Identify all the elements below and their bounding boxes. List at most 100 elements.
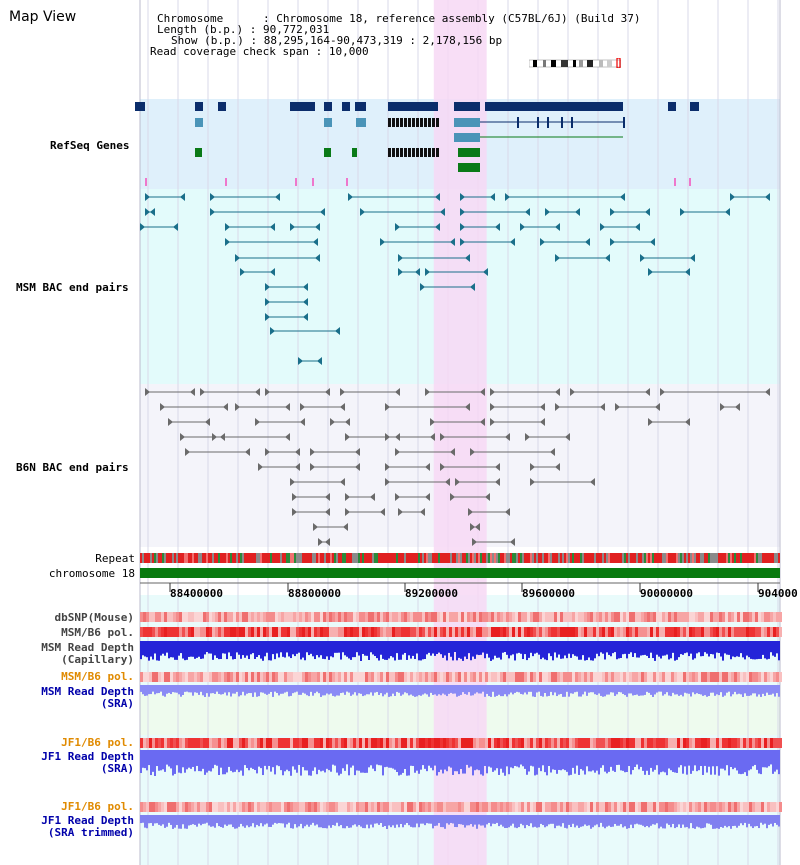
heat-cell	[350, 627, 353, 637]
heat-cell	[545, 672, 548, 682]
heat-cell	[593, 802, 596, 812]
read-depth-bar	[160, 641, 162, 656]
heat-cell	[278, 627, 281, 637]
read-depth-bar	[372, 641, 374, 655]
heat-cell	[344, 672, 347, 682]
b6n-bac-pair-end	[468, 508, 473, 516]
read-depth-bar	[332, 815, 334, 826]
heat-cell	[641, 672, 644, 682]
heat-cell	[224, 672, 227, 682]
read-depth-bar	[208, 815, 210, 826]
heat-cell	[695, 612, 698, 622]
track-label-msm-bac[interactable]: MSM BAC end pairs	[16, 281, 129, 294]
read-depth-bar	[210, 750, 212, 772]
read-depth-bar	[702, 815, 704, 829]
heat-cell	[374, 738, 377, 748]
read-depth-bar	[572, 685, 574, 694]
read-depth-bar	[726, 641, 728, 655]
read-depth-bar	[502, 815, 504, 827]
chromosome-ideogram[interactable]	[528, 53, 622, 69]
msm-bac-pair-end	[335, 327, 340, 335]
heat-cell	[500, 738, 503, 748]
read-depth-bar	[408, 750, 410, 776]
read-depth-bar	[596, 750, 598, 771]
heat-cell	[326, 738, 329, 748]
read-depth-bar	[502, 750, 504, 773]
read-depth-bar	[526, 641, 528, 661]
repeat-bar	[266, 553, 268, 563]
read-depth-bar	[328, 685, 330, 695]
repeat-bar	[322, 553, 324, 563]
repeat-bar	[630, 553, 632, 563]
heat-cell	[593, 627, 596, 637]
heat-cell	[266, 802, 269, 812]
read-depth-bar	[546, 641, 548, 661]
read-depth-bar	[150, 815, 152, 824]
read-depth-bar	[404, 685, 406, 693]
read-depth-bar	[644, 750, 646, 775]
read-depth-bar	[594, 815, 596, 826]
heat-cell	[449, 802, 452, 812]
heat-cell	[596, 612, 599, 622]
heat-cell	[242, 672, 245, 682]
heat-cell	[248, 612, 251, 622]
read-depth-bar	[622, 685, 624, 694]
repeat-bar	[240, 553, 242, 563]
heat-cell	[653, 627, 656, 637]
read-depth-bar	[744, 815, 746, 823]
read-depth-bar	[728, 750, 730, 776]
heat-cell	[176, 627, 179, 637]
refseq-gene	[135, 102, 145, 111]
read-depth-bar	[652, 815, 654, 825]
heat-cell	[623, 802, 626, 812]
track-label-b6n-bac[interactable]: B6N BAC end pairs	[16, 461, 129, 474]
heat-cell	[221, 627, 224, 637]
read-depth-bar	[158, 815, 160, 825]
read-depth-bar	[680, 815, 682, 828]
read-depth-bar	[698, 641, 700, 653]
read-depth-bar	[698, 685, 700, 694]
heat-cell	[719, 612, 722, 622]
read-depth-bar	[230, 641, 232, 657]
heat-cell	[212, 612, 215, 622]
heat-cell	[332, 627, 335, 637]
read-depth-bar	[550, 750, 552, 773]
read-depth-bar	[702, 685, 704, 696]
heat-cell	[656, 612, 659, 622]
repeat-bar	[262, 553, 264, 563]
read-depth-bar	[480, 685, 482, 694]
read-depth-bar	[262, 641, 264, 661]
heat-cell	[515, 802, 518, 812]
read-depth-bar	[298, 815, 300, 827]
heat-cell	[707, 738, 710, 748]
read-depth-bar	[324, 815, 326, 829]
read-depth-bar	[312, 685, 314, 696]
repeat-bar	[256, 553, 258, 563]
repeat-bar	[588, 553, 590, 563]
repeat-bar	[736, 553, 738, 563]
heat-cell	[278, 612, 281, 622]
read-depth-bar	[688, 685, 690, 694]
heat-cell	[329, 802, 332, 812]
track-label-refseq[interactable]: RefSeq Genes	[50, 139, 130, 152]
read-depth-bar	[610, 685, 612, 693]
read-depth-bar	[288, 815, 290, 823]
heat-cell	[740, 738, 743, 748]
read-depth-bar	[226, 750, 228, 773]
heat-cell	[620, 627, 623, 637]
heat-cell	[368, 738, 371, 748]
read-depth-bar	[664, 750, 666, 773]
read-depth-bar	[488, 685, 490, 697]
msm-bac-pair-end	[270, 327, 275, 335]
heat-cell	[356, 672, 359, 682]
read-depth-bar	[200, 685, 202, 692]
read-depth-bar	[294, 815, 296, 825]
heat-cell	[389, 672, 392, 682]
read-depth-bar	[758, 641, 760, 659]
read-depth-bar	[424, 641, 426, 659]
heat-cell	[479, 627, 482, 637]
read-depth-bar	[654, 641, 656, 661]
read-depth-bar	[156, 685, 158, 694]
heat-cell	[296, 802, 299, 812]
heat-cell	[443, 738, 446, 748]
